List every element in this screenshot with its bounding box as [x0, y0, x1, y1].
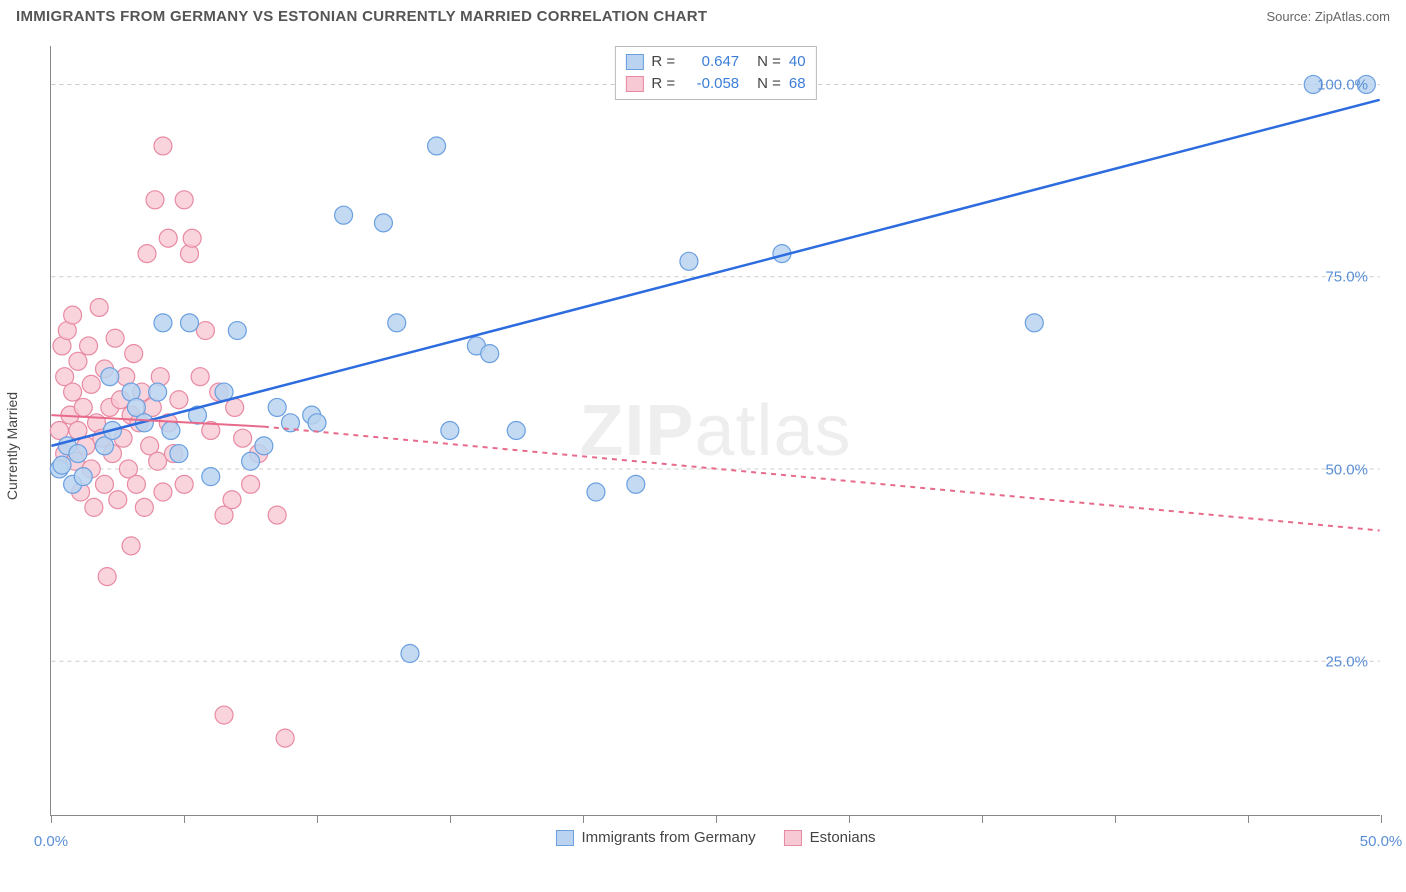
legend-label: Immigrants from Germany	[581, 829, 755, 846]
stats-row: R = -0.058 N = 68	[625, 73, 805, 95]
x-tick	[1248, 815, 1249, 823]
stats-legend: R = 0.647 N = 40 R = -0.058 N = 68	[614, 46, 816, 100]
x-tick	[849, 815, 850, 823]
x-tick	[1381, 815, 1382, 823]
r-value: 0.647	[683, 51, 739, 73]
legend-item: Immigrants from Germany	[555, 829, 755, 846]
x-tick	[583, 815, 584, 823]
r-label: R =	[651, 73, 675, 95]
x-tick	[184, 815, 185, 823]
scatter-svg	[51, 46, 1380, 815]
x-tick	[317, 815, 318, 823]
y-tick-label: 75.0%	[1325, 269, 1368, 286]
r-value: -0.058	[683, 73, 739, 95]
chart-title: IMMIGRANTS FROM GERMANY VS ESTONIAN CURR…	[16, 8, 707, 25]
y-tick-label: 25.0%	[1325, 654, 1368, 671]
x-tick	[450, 815, 451, 823]
y-tick-label: 100.0%	[1317, 76, 1368, 93]
n-value: 68	[789, 73, 806, 95]
n-value: 40	[789, 51, 806, 73]
series-swatch	[625, 76, 643, 92]
n-label: N =	[757, 51, 781, 73]
x-tick-label: 0.0%	[34, 833, 68, 850]
y-axis-label: Currently Married	[4, 392, 20, 500]
legend-item: Estonians	[784, 829, 876, 846]
x-tick	[716, 815, 717, 823]
series-legend: Immigrants from Germany Estonians	[555, 829, 875, 846]
x-tick	[1115, 815, 1116, 823]
x-tick	[982, 815, 983, 823]
plot-area: ZIPatlas R =0.647N =40R =-0.058N =68 Imm…	[50, 46, 1380, 816]
series-swatch	[555, 830, 573, 846]
x-tick-label: 50.0%	[1360, 833, 1403, 850]
source-text: Source: ZipAtlas.com	[1266, 9, 1390, 24]
series-swatch	[784, 830, 802, 846]
x-tick	[51, 815, 52, 823]
y-tick-label: 50.0%	[1325, 461, 1368, 478]
series-swatch	[625, 54, 643, 70]
r-label: R =	[651, 51, 675, 73]
chart-header: IMMIGRANTS FROM GERMANY VS ESTONIAN CURR…	[0, 0, 1406, 29]
legend-label: Estonians	[810, 829, 876, 846]
stats-row: R = 0.647 N = 40	[625, 51, 805, 73]
n-label: N =	[757, 73, 781, 95]
